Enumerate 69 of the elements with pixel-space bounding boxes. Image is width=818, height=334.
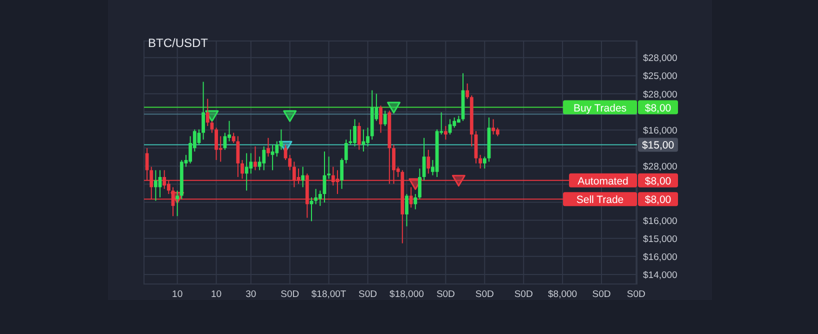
candlestick (340, 158, 344, 190)
x-tick-label: 30 (246, 289, 256, 300)
candlestick (210, 120, 214, 134)
candlestick (275, 140, 279, 158)
candlestick (232, 132, 236, 144)
ref-line-label: Sell Trade (576, 194, 624, 206)
x-tick-label: S0D (475, 289, 494, 300)
candlestick (362, 128, 366, 152)
text: $16,000 (643, 125, 678, 136)
x-tick-label: S0D (358, 289, 378, 300)
candlestick (284, 144, 288, 160)
candlestick (344, 139, 348, 164)
text: $14,000 (643, 270, 678, 281)
text: $28,000 (643, 162, 678, 173)
candlestick (288, 154, 292, 171)
text: $15,000 (643, 234, 678, 245)
candlestick (383, 110, 387, 126)
candlestick (327, 156, 331, 180)
candlestick (266, 137, 270, 158)
candlestick (262, 146, 266, 171)
candlestick (379, 105, 382, 134)
candlestick (418, 168, 422, 200)
x-tick-label: S0D (592, 289, 611, 300)
x-tick-label: S0D (280, 289, 300, 300)
candlestick (254, 146, 257, 171)
candlestick (318, 190, 322, 206)
x-tick-label: $18,00T (311, 289, 346, 300)
x-tick-label: $8,000 (548, 289, 578, 300)
candlestick (301, 166, 305, 188)
x-tick-label: S0D (626, 289, 646, 300)
text: $16,000 (643, 216, 678, 227)
x-tick-label: $18,000 (390, 289, 424, 300)
candlestick (206, 98, 210, 126)
candlestick (154, 170, 158, 202)
ref-line-label: Buy Trades (573, 102, 627, 114)
candlestick (426, 149, 430, 174)
annotation: $15,00 (642, 140, 674, 152)
candlestick (249, 152, 253, 174)
candlestick (482, 156, 486, 169)
candlestick (414, 194, 418, 210)
point (283, 110, 297, 122)
candlestick (478, 154, 482, 169)
text: $28,000 (643, 53, 678, 64)
candlestick (357, 122, 361, 150)
text: $28,000 (643, 89, 678, 100)
candlestick (353, 118, 356, 147)
text: $16,000 (643, 252, 678, 263)
x-tick-label: S0D (514, 289, 533, 300)
candlestick (236, 136, 240, 178)
candlestick (270, 144, 274, 171)
annotation: $8,00 (644, 102, 672, 114)
candlestick (223, 132, 227, 150)
candlestick (176, 190, 180, 217)
point (386, 102, 400, 114)
candlestick (314, 188, 318, 205)
chart-title: BTC/USDT (148, 36, 209, 50)
x-tick-label: S0D (436, 289, 456, 300)
ref-line-label: Automated (578, 175, 629, 188)
candlestick (202, 81, 205, 140)
annotation: $8,00 (644, 194, 672, 206)
point (452, 174, 466, 187)
candlestick (405, 194, 408, 227)
candlestick (244, 152, 248, 192)
candlestick (466, 83, 470, 100)
candlestick (444, 126, 448, 140)
x-tick-label: 10 (210, 289, 222, 300)
text: $25,000 (643, 71, 678, 82)
annotation: $8,00 (644, 175, 672, 188)
x-tick-label: 10 (172, 289, 183, 300)
